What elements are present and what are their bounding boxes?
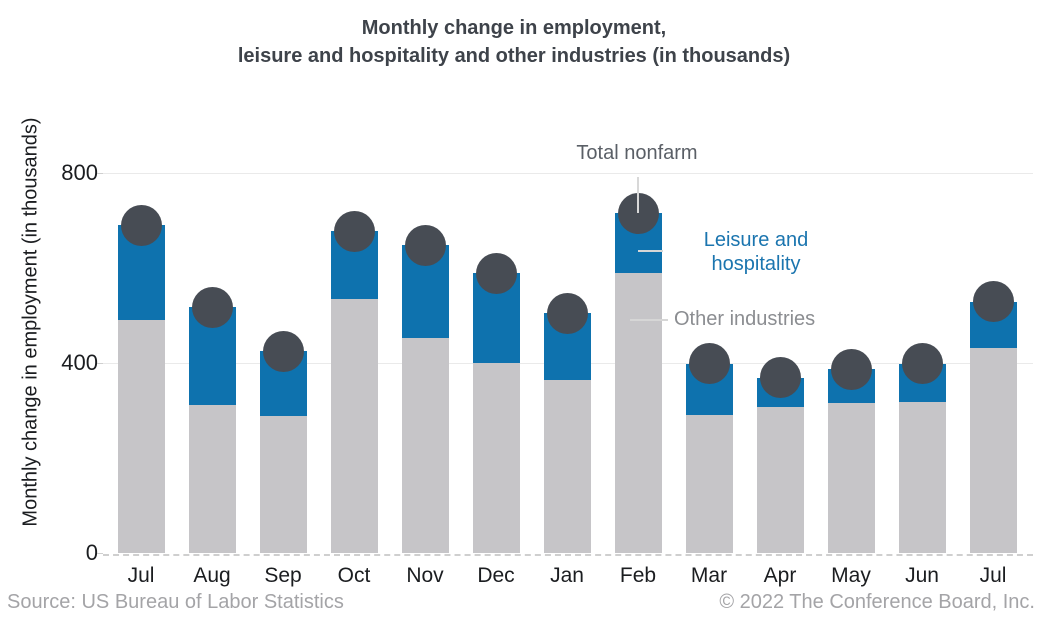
x-tick-label-jul-12: Jul bbox=[979, 564, 1007, 587]
bar-other-jun-11 bbox=[898, 401, 946, 553]
source-text: Source: US Bureau of Labor Statistics bbox=[7, 591, 344, 613]
bar-other-mar-8 bbox=[685, 415, 733, 553]
legend-total-nonfarm: Total nonfarm bbox=[576, 142, 698, 164]
x-axis-line bbox=[103, 553, 1033, 556]
chart-title-line2: leisure and hospitality and other indust… bbox=[237, 45, 791, 67]
chart-title: Monthly change in employment, leisure an… bbox=[0, 14, 1028, 70]
bar-other-jan-6 bbox=[543, 380, 591, 553]
marker-total-nonfarm-aug-1 bbox=[191, 286, 233, 328]
bar-other-aug-1 bbox=[188, 404, 236, 553]
marker-total-nonfarm-sep-2 bbox=[262, 330, 304, 372]
marker-total-nonfarm-jul-12 bbox=[972, 281, 1014, 323]
bar-other-dec-5 bbox=[472, 362, 520, 553]
x-tick-label-sep-2: Sep bbox=[264, 564, 302, 587]
x-tick-label-jun-11: Jun bbox=[905, 564, 939, 587]
x-tick-label-nov-4: Nov bbox=[406, 564, 444, 587]
gridline-800 bbox=[103, 172, 1033, 174]
bar-other-feb-7 bbox=[614, 273, 662, 553]
y-tick-0 bbox=[97, 553, 103, 554]
x-tick-label-jan-6: Jan bbox=[550, 564, 584, 587]
legend-leisure-hospitality: Leisure and hospitality bbox=[676, 228, 836, 276]
y-tick-label-800: 800 bbox=[61, 159, 98, 185]
x-tick-label-may-10: May bbox=[831, 564, 871, 587]
bar-other-apr-9 bbox=[756, 407, 804, 553]
x-tick-label-apr-9: Apr bbox=[763, 564, 797, 587]
leader-line-leisure bbox=[638, 250, 663, 252]
marker-total-nonfarm-jun-11 bbox=[901, 343, 943, 385]
x-tick-label-aug-1: Aug bbox=[193, 564, 231, 587]
x-tick-label-jul-0: Jul bbox=[127, 564, 155, 587]
bar-other-nov-4 bbox=[401, 338, 449, 553]
leader-line-total-nonfarm bbox=[637, 177, 639, 213]
y-tick-label-400: 400 bbox=[61, 349, 98, 375]
x-tick-label-oct-3: Oct bbox=[337, 564, 371, 587]
y-tick-label-0: 0 bbox=[85, 540, 98, 565]
marker-total-nonfarm-dec-5 bbox=[475, 252, 517, 294]
marker-total-nonfarm-oct-3 bbox=[333, 210, 375, 252]
leader-line-other bbox=[630, 319, 668, 321]
marker-total-nonfarm-jul-0 bbox=[120, 204, 162, 246]
bar-other-sep-2 bbox=[259, 416, 307, 553]
marker-total-nonfarm-nov-4 bbox=[404, 224, 446, 266]
marker-total-nonfarm-apr-9 bbox=[759, 357, 801, 399]
x-tick-label-dec-5: Dec bbox=[477, 564, 515, 587]
bar-other-oct-3 bbox=[330, 299, 378, 553]
y-tick-400 bbox=[97, 362, 103, 364]
marker-total-nonfarm-may-10 bbox=[830, 348, 872, 390]
legend-leisure-line2: hospitality bbox=[711, 253, 801, 275]
x-tick-label-mar-8: Mar bbox=[690, 564, 728, 587]
bar-other-jul-0 bbox=[117, 319, 165, 553]
bar-other-jul-12 bbox=[969, 347, 1017, 553]
chart-title-line1: Monthly change in employment, bbox=[361, 17, 667, 39]
bar-other-may-10 bbox=[827, 402, 875, 553]
legend-leisure-line1: Leisure and bbox=[703, 229, 809, 251]
copyright-text: © 2022 The Conference Board, Inc. bbox=[719, 591, 1035, 613]
x-tick-label-feb-7: Feb bbox=[619, 564, 657, 587]
marker-total-nonfarm-mar-8 bbox=[688, 343, 730, 385]
y-tick-800 bbox=[97, 172, 103, 174]
legend-other-industries: Other industries bbox=[674, 308, 816, 330]
marker-total-nonfarm-jan-6 bbox=[546, 292, 588, 334]
